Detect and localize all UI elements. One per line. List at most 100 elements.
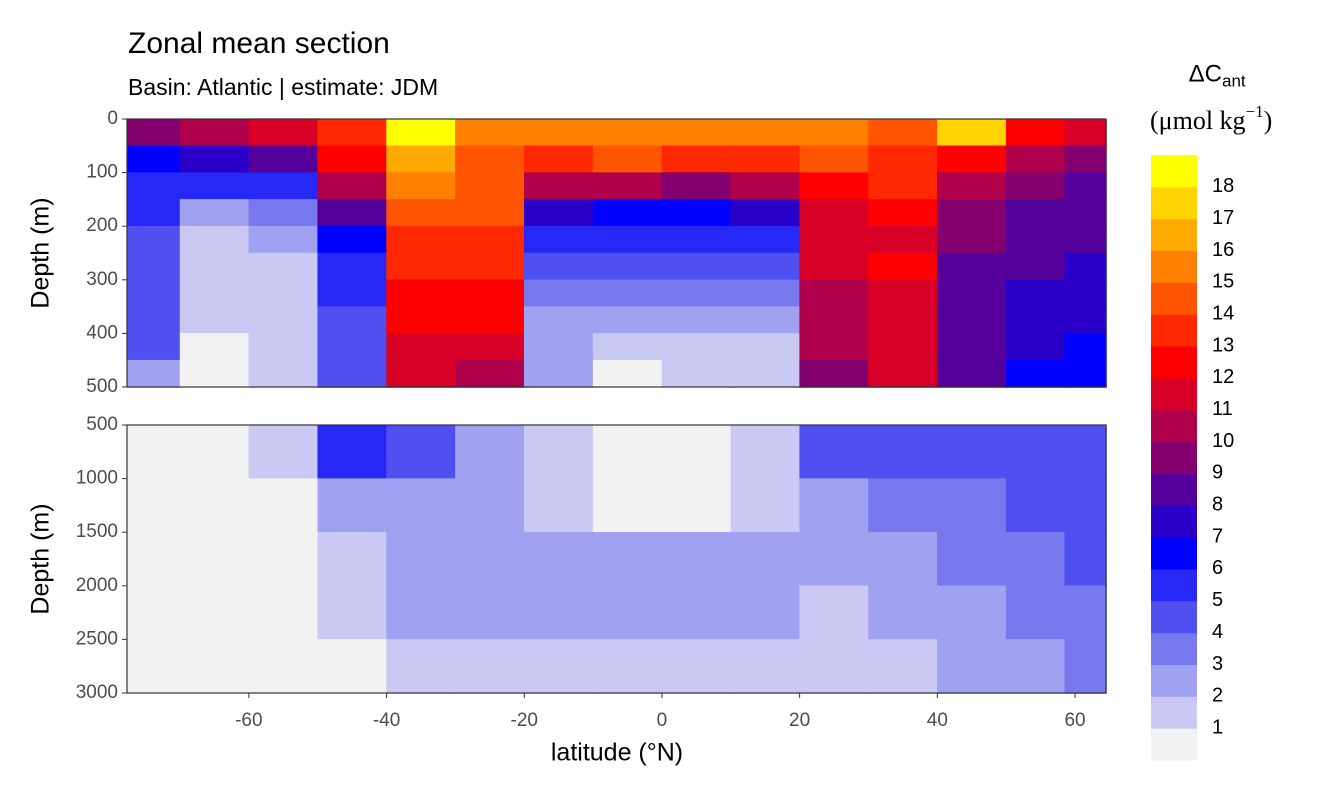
contour-cell (799, 225, 870, 254)
contour-cell (1064, 478, 1107, 533)
legend-swatch (1151, 409, 1197, 443)
contour-cell (455, 639, 525, 694)
legend-title-subscript: ant (1222, 71, 1246, 90)
contour-cell (730, 118, 801, 147)
contour-cell (1064, 199, 1107, 227)
contour-cell (455, 145, 525, 174)
legend-label: 16 (1212, 239, 1234, 261)
contour-cell (799, 478, 870, 533)
contour-cell (937, 531, 1007, 587)
contour-cell (1064, 639, 1107, 694)
contour-cell (730, 424, 801, 480)
contour-cell (386, 225, 457, 254)
contour-cell (730, 306, 801, 335)
contour-cell (730, 252, 801, 281)
contour-cell (523, 531, 594, 587)
contour-cell (317, 306, 388, 335)
contour-cell (317, 279, 388, 308)
contour-cell (179, 359, 250, 388)
contour-cell (868, 478, 939, 533)
contour-cell (179, 478, 250, 533)
contour-cell (317, 639, 388, 694)
legend-label: 9 (1212, 462, 1223, 484)
contour-cell (868, 531, 939, 587)
contour-cell (179, 145, 250, 174)
legend-label: 18 (1212, 175, 1234, 197)
contour-cell (730, 359, 801, 388)
legend-unit-text: (μmol kg (1150, 106, 1246, 135)
x-tick-label: 40 (927, 710, 948, 731)
contour-cell (661, 333, 732, 361)
contour-cell (868, 333, 939, 361)
legend-label: 8 (1212, 494, 1223, 516)
contour-cell (799, 199, 870, 227)
contour-cell (730, 145, 801, 174)
contour-cell (179, 199, 250, 227)
contour-cell (661, 199, 732, 227)
contour-cell (386, 585, 457, 641)
chart-title: Zonal mean section (128, 27, 390, 60)
contour-cell (868, 359, 939, 388)
contour-cell (799, 531, 870, 587)
legend-label: 17 (1212, 207, 1234, 229)
contour-cell (317, 199, 388, 227)
x-tick-label: -20 (511, 710, 538, 731)
contour-cell (317, 118, 388, 147)
contour-cell (386, 172, 457, 201)
contour-cell (868, 424, 939, 480)
contour-cell (868, 639, 939, 694)
contour-cell (248, 252, 319, 281)
x-tick-label: 60 (1064, 710, 1085, 731)
contour-cell (1064, 252, 1107, 281)
contour-cell (386, 333, 457, 361)
contour-cell (523, 145, 594, 174)
legend-swatch (1151, 441, 1197, 474)
contour-cell (799, 145, 870, 174)
contour-cell (179, 333, 250, 361)
contour-cell (317, 225, 388, 254)
contour-cell (1064, 118, 1107, 147)
contour-cell (1064, 359, 1107, 388)
contour-cell (523, 118, 594, 147)
contour-cell (126, 225, 181, 254)
contour-cell (126, 199, 181, 227)
contour-cell (455, 279, 525, 308)
contour-cell (868, 252, 939, 281)
panel-border (126, 424, 1107, 694)
contour-cell (386, 531, 457, 587)
contour-cell (799, 639, 870, 694)
contour-cell (730, 639, 801, 694)
legend-label: 11 (1212, 398, 1233, 420)
x-tick-label: 20 (789, 710, 810, 731)
contour-cell (523, 225, 594, 254)
y-tick-label: 1500 (76, 521, 118, 542)
contour-cell (592, 424, 663, 480)
y-tick-label: 200 (86, 215, 118, 236)
contour-cell (799, 306, 870, 335)
contour-cell (868, 199, 939, 227)
y-tick-label: 0 (107, 108, 118, 129)
legend-swatch (1151, 314, 1197, 347)
legend-label: 1 (1212, 716, 1223, 738)
legend-label: 3 (1212, 653, 1223, 675)
contour-cell (937, 585, 1007, 641)
legend-label: 13 (1212, 334, 1234, 356)
contour-cell (1005, 585, 1066, 641)
contour-cell (592, 639, 663, 694)
legend-swatch (1151, 250, 1197, 283)
contour-cell (126, 333, 181, 361)
contour-cell (937, 225, 1007, 254)
legend-swatch (1151, 664, 1197, 697)
panel-border (126, 118, 1107, 388)
legend-swatch (1151, 537, 1197, 570)
contour-cell (317, 531, 388, 587)
contour-cell (1005, 118, 1066, 147)
contour-cell (317, 145, 388, 174)
contour-cell (730, 225, 801, 254)
contour-cell (248, 118, 319, 147)
legend-label: 12 (1212, 366, 1234, 388)
y-tick-label: 1000 (76, 468, 118, 489)
x-tick-label: -40 (373, 710, 400, 731)
contour-cell (523, 199, 594, 227)
contour-cell (592, 359, 663, 388)
